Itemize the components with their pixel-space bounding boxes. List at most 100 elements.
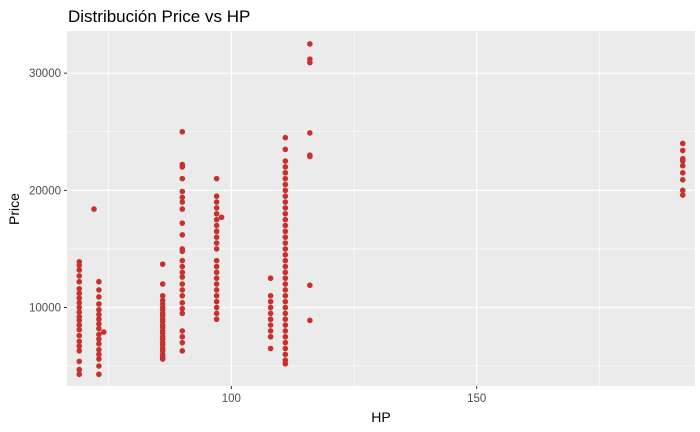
- data-point: [76, 304, 83, 311]
- data-point: [96, 307, 102, 313]
- plot-panel: [67, 31, 695, 386]
- data-point: [96, 341, 102, 347]
- data-point: [213, 246, 220, 252]
- data-point: [96, 363, 102, 369]
- data-point: [76, 259, 83, 265]
- data-point: [179, 188, 186, 195]
- data-point: [282, 193, 289, 199]
- data-point: [282, 134, 289, 141]
- data-point: [179, 194, 186, 201]
- data-point: [282, 175, 289, 182]
- data-point: [100, 329, 107, 335]
- data-point: [159, 297, 166, 304]
- data-point: [679, 162, 686, 169]
- x-axis-ticks: 100 150: [222, 386, 486, 405]
- data-point: [96, 278, 102, 285]
- data-point: [76, 366, 83, 373]
- data-point: [282, 328, 289, 334]
- x-axis-title: HP: [371, 409, 390, 425]
- data-point: [282, 257, 289, 264]
- data-point: [76, 322, 83, 328]
- minor-gridlines: [67, 31, 695, 386]
- data-point: [179, 348, 186, 354]
- data-point: [282, 263, 289, 270]
- data-point: [76, 314, 83, 320]
- data-point: [282, 210, 289, 217]
- data-point: [282, 222, 289, 229]
- data-point: [96, 311, 102, 318]
- data-point: [282, 304, 289, 311]
- data-point: [213, 222, 220, 229]
- data-point: [267, 322, 274, 328]
- data-point: [679, 140, 686, 147]
- data-points: [76, 41, 686, 378]
- data-point: [307, 56, 313, 62]
- data-point: [76, 309, 83, 315]
- data-point: [213, 263, 220, 270]
- chart-title: Distribución Price vs HP: [68, 7, 250, 26]
- data-point: [179, 300, 186, 306]
- data-point: [267, 316, 274, 323]
- data-point: [179, 246, 186, 252]
- data-point: [282, 281, 289, 287]
- data-point: [179, 287, 186, 293]
- data-point: [76, 300, 83, 306]
- y-tick-label: 20000: [29, 185, 61, 197]
- data-point: [282, 246, 289, 252]
- data-point: [76, 295, 83, 301]
- data-point: [96, 321, 102, 327]
- data-point: [213, 228, 220, 235]
- data-point: [679, 147, 686, 154]
- data-point: [179, 257, 186, 264]
- x-tick-label: 150: [467, 393, 486, 405]
- data-point: [213, 316, 220, 323]
- data-point: [96, 325, 102, 332]
- data-point: [282, 228, 289, 235]
- data-point: [679, 192, 686, 198]
- data-point: [179, 339, 186, 346]
- y-axis-ticks: 10000 20000 30000: [29, 68, 67, 315]
- data-point: [267, 292, 274, 299]
- data-point: [267, 333, 274, 340]
- data-point: [159, 261, 166, 267]
- data-point: [213, 298, 220, 305]
- data-point: [282, 275, 289, 282]
- data-point: [179, 128, 186, 135]
- data-point: [282, 169, 289, 176]
- data-point: [96, 316, 102, 323]
- data-point: [179, 281, 186, 287]
- data-point: [213, 175, 220, 182]
- data-point: [267, 304, 274, 311]
- data-point: [282, 287, 289, 293]
- data-point: [213, 287, 220, 293]
- data-point: [282, 240, 289, 246]
- data-point: [679, 187, 686, 194]
- x-tick-label: 100: [222, 393, 241, 405]
- data-point: [96, 346, 102, 353]
- data-point: [213, 234, 220, 241]
- data-point: [213, 193, 220, 199]
- data-point: [282, 146, 289, 153]
- data-point: [307, 41, 313, 47]
- data-point: [282, 181, 289, 188]
- data-point: [76, 267, 83, 273]
- data-point: [159, 281, 166, 287]
- data-point: [282, 234, 289, 241]
- y-axis-title: Price: [6, 193, 22, 225]
- data-point: [96, 371, 102, 378]
- data-point: [282, 187, 289, 194]
- data-point: [282, 351, 289, 358]
- data-point: [267, 275, 274, 282]
- data-point: [679, 169, 686, 176]
- data-point: [179, 232, 186, 238]
- data-point: [282, 333, 289, 340]
- y-tick-label: 30000: [29, 68, 61, 80]
- data-point: [76, 285, 83, 292]
- data-point: [76, 358, 83, 365]
- data-point: [76, 326, 83, 333]
- data-point: [96, 351, 102, 358]
- data-point: [307, 152, 313, 158]
- data-point: [267, 298, 274, 305]
- data-point: [282, 316, 289, 323]
